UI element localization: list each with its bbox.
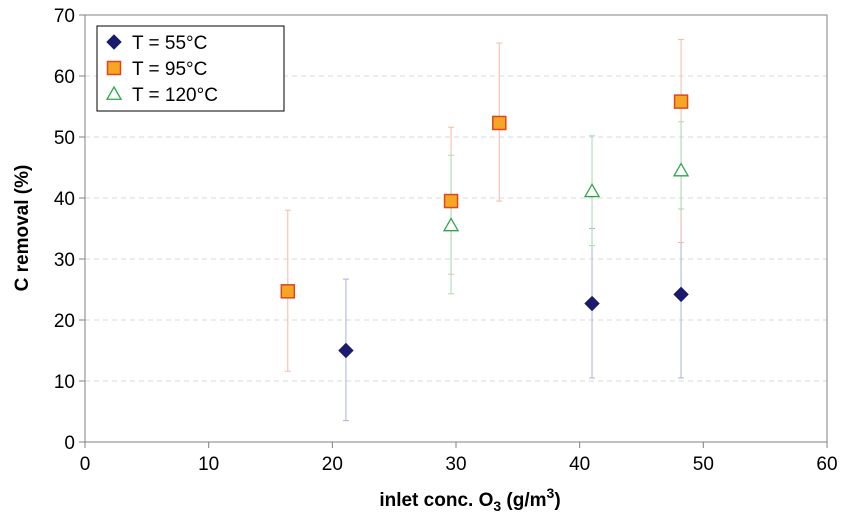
point-s0-p2 — [673, 286, 689, 303]
y-tick-label-1: 10 — [54, 372, 75, 393]
point-s2-p1 — [583, 182, 601, 198]
x-tick-label-3: 30 — [445, 454, 466, 475]
legend-label-1: T = 95°C — [132, 59, 207, 80]
y-tick-label-3: 30 — [54, 250, 75, 271]
y-tick-label-6: 60 — [54, 67, 75, 88]
data-points — [280, 94, 690, 359]
point-s1-p3 — [673, 94, 689, 109]
y-tick-label-0: 0 — [64, 433, 75, 454]
legend: T = 55°C T = 95°C T = 120°C — [96, 25, 285, 112]
x-axis-title: inlet conc. O3 (g/m3) — [379, 485, 560, 514]
axis-ticks: 0 10 20 30 40 50 60 70 0 10 20 30 40 50 60 — [54, 6, 838, 475]
point-s1-p0 — [280, 284, 296, 299]
x-tick-label-6: 60 — [816, 454, 837, 475]
legend-box — [96, 25, 285, 112]
point-s2-p2 — [672, 162, 690, 177]
y-axis-title: C removal (%) — [12, 165, 33, 292]
point-s2-p0 — [442, 217, 460, 232]
x-tick-label-5: 50 — [693, 454, 714, 475]
y-tick-label-4: 40 — [54, 189, 75, 210]
legend-label-2: T = 120°C — [132, 85, 218, 106]
x-axis-title-subscript: 3 — [493, 498, 501, 514]
error-bars — [284, 38, 685, 422]
y-tick-label-2: 20 — [54, 311, 75, 332]
x-axis-title-superscript: 3 — [547, 485, 555, 501]
x-tick-label-0: 0 — [80, 454, 91, 475]
legend-marker-2 — [105, 85, 123, 100]
legend-marker-1 — [106, 60, 122, 76]
legend-label-0: T = 55°C — [132, 33, 207, 54]
point-s0-p1 — [584, 295, 600, 312]
point-s1-p2 — [492, 115, 507, 131]
y-tick-label-7: 70 — [54, 6, 75, 27]
x-tick-label-2: 20 — [322, 454, 343, 475]
point-s0-p0 — [338, 342, 354, 359]
x-tick-label-4: 40 — [569, 454, 590, 475]
legend-marker-0 — [106, 34, 122, 50]
x-tick-label-1: 10 — [198, 454, 219, 475]
y-tick-label-5: 50 — [54, 128, 75, 149]
point-s1-p1 — [443, 193, 459, 209]
